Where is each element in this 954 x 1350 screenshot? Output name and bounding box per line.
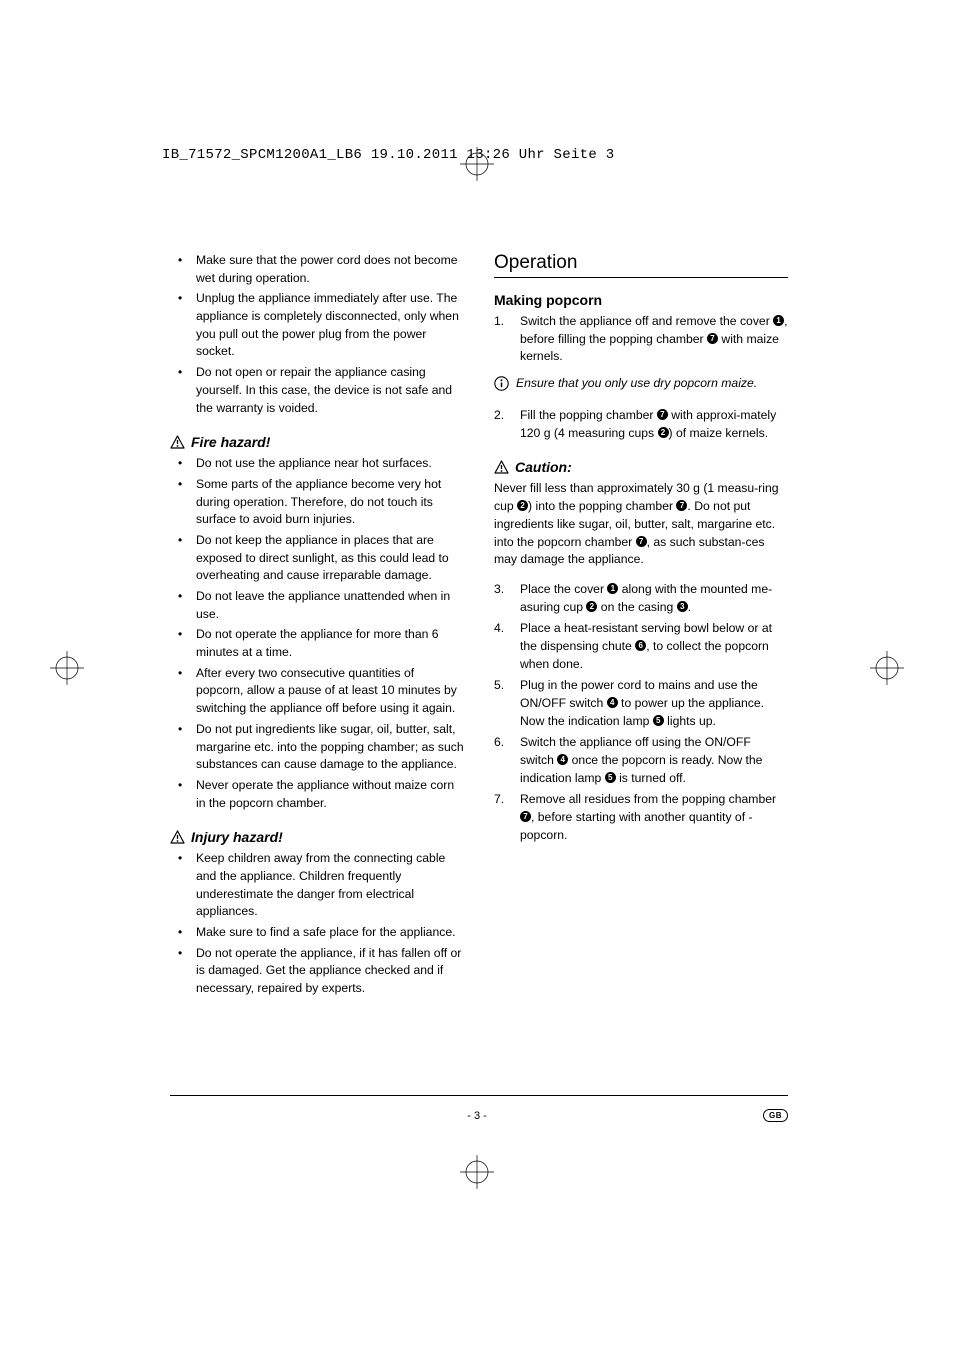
part-ref-icon: 3: [677, 601, 688, 612]
step-text: Switch the appliance off and remove the …: [520, 314, 773, 328]
info-note: Ensure that you only use dry popcorn mai…: [494, 375, 788, 396]
list-item: Some parts of the appliance become very …: [196, 476, 464, 529]
list-item: Do not keep the appliance in places that…: [196, 532, 464, 585]
registration-mark-top: [460, 147, 494, 181]
warning-icon: [170, 830, 185, 844]
left-column: Make sure that the power cord does not b…: [170, 252, 464, 1001]
language-badge: GB: [763, 1105, 788, 1123]
step-text: on the casing: [597, 600, 676, 614]
part-ref-icon: 5: [653, 715, 664, 726]
info-text: Ensure that you only use dry popcorn mai…: [516, 375, 757, 393]
language-badge-text: GB: [763, 1109, 788, 1122]
part-ref-icon: 7: [520, 811, 531, 822]
part-ref-icon: 7: [676, 500, 687, 511]
list-item: Unplug the appliance immediately after u…: [196, 290, 464, 361]
list-item: Do not operate the appliance for more th…: [196, 626, 464, 661]
part-ref-icon: 7: [707, 333, 718, 344]
step-item: 3.Place the cover 1 along with the mount…: [520, 581, 788, 616]
step-text: Remove all residues from the popping cha…: [520, 792, 776, 806]
part-ref-icon: 2: [658, 427, 669, 438]
list-item: Do not operate the appliance, if it has …: [196, 945, 464, 998]
making-popcorn-heading: Making popcorn: [494, 292, 788, 308]
list-item: Do not leave the appliance unattended wh…: [196, 588, 464, 623]
step-item: 7.Remove all residues from the popping c…: [520, 791, 788, 844]
registration-mark-right: [870, 651, 904, 685]
info-icon: [494, 376, 509, 396]
heading-text: Injury hazard!: [191, 829, 283, 845]
page-number: - 3 -: [467, 1110, 487, 1122]
step-text: ) of maize kernels.: [669, 426, 769, 440]
body-text: ) into the popping chamber: [528, 499, 676, 513]
list-item: Never operate the appliance without maiz…: [196, 777, 464, 812]
injury-hazard-list: Keep children away from the connecting c…: [170, 850, 464, 998]
part-ref-icon: 6: [635, 640, 646, 651]
fire-hazard-heading: Fire hazard!: [170, 434, 464, 450]
warning-icon: [170, 435, 185, 449]
step-item: 2.Fill the popping chamber 7 with approx…: [520, 407, 788, 442]
registration-mark-left: [50, 651, 84, 685]
step-text: is turned off.: [616, 771, 686, 785]
safety-list-general: Make sure that the power cord does not b…: [170, 252, 464, 417]
part-ref-icon: 7: [657, 409, 668, 420]
heading-text: Caution:: [515, 459, 572, 475]
right-column: Operation Making popcorn 1.Switch the ap…: [494, 252, 788, 1001]
warning-icon: [494, 460, 509, 474]
part-ref-icon: 1: [607, 583, 618, 594]
step-text: , before starting with another quantity …: [520, 810, 753, 842]
registration-mark-bottom: [460, 1155, 494, 1189]
part-ref-icon: 2: [517, 500, 528, 511]
heading-text: Fire hazard!: [191, 434, 270, 450]
steps-list-1: 1.Switch the appliance off and remove th…: [494, 313, 788, 366]
fire-hazard-list: Do not use the appliance near hot surfac…: [170, 455, 464, 812]
step-item: 4.Place a heat-resistant serving bowl be…: [520, 620, 788, 673]
step-text: Place the cover: [520, 582, 607, 596]
steps-list-3: 3.Place the cover 1 along with the mount…: [494, 581, 788, 845]
step-text: Fill the popping chamber: [520, 408, 657, 422]
list-item: Do not put ingredients like sugar, oil, …: [196, 721, 464, 774]
part-ref-icon: 2: [586, 601, 597, 612]
part-ref-icon: 5: [605, 772, 616, 783]
part-ref-icon: 4: [557, 754, 568, 765]
caution-paragraph: Never fill less than approximately 30 g …: [494, 480, 788, 568]
steps-list-2: 2.Fill the popping chamber 7 with approx…: [494, 407, 788, 442]
part-ref-icon: 7: [636, 536, 647, 547]
step-item: 5.Plug in the power cord to mains and us…: [520, 677, 788, 730]
step-item: 1.Switch the appliance off and remove th…: [520, 313, 788, 366]
list-item: Do not open or repair the appliance casi…: [196, 364, 464, 417]
list-item: After every two consecutive quantities o…: [196, 665, 464, 718]
caution-heading: Caution:: [494, 459, 788, 475]
list-item: Make sure to find a safe place for the a…: [196, 924, 464, 942]
list-item: Keep children away from the connecting c…: [196, 850, 464, 921]
step-text: lights up.: [664, 714, 716, 728]
step-item: 6.Switch the appliance off using the ON/…: [520, 734, 788, 787]
operation-heading: Operation: [494, 252, 788, 278]
footer-rule: [170, 1095, 788, 1096]
list-item: Make sure that the power cord does not b…: [196, 252, 464, 287]
print-runner: IB_71572_SPCM1200A1_LB6 19.10.2011 13:26…: [162, 147, 614, 163]
injury-hazard-heading: Injury hazard!: [170, 829, 464, 845]
part-ref-icon: 4: [607, 697, 618, 708]
list-item: Do not use the appliance near hot surfac…: [196, 455, 464, 473]
part-ref-icon: 1: [773, 315, 784, 326]
step-text: .: [688, 600, 691, 614]
